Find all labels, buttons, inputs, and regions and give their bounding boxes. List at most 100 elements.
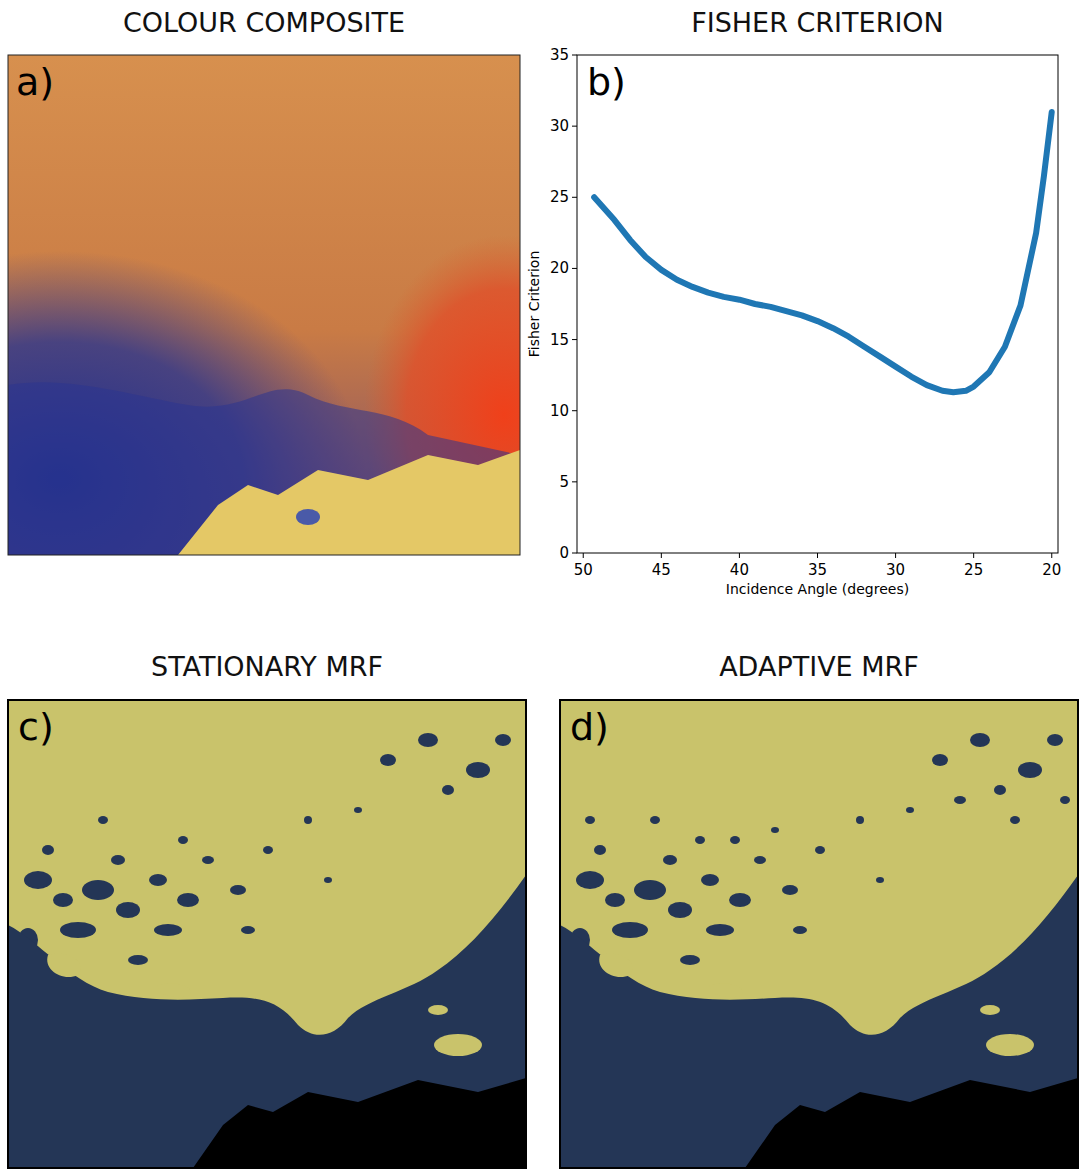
water-patch — [495, 734, 511, 746]
water-patch — [970, 733, 990, 747]
water-patch — [230, 885, 246, 895]
water-patch — [612, 922, 648, 938]
x-tick — [1051, 553, 1052, 558]
water-patch — [650, 816, 660, 824]
y-tick — [572, 126, 577, 127]
y-axis-title: Fisher Criterion — [526, 251, 542, 358]
y-tick — [572, 339, 577, 340]
y-tick — [572, 268, 577, 269]
axes: 0510152025303550454035302520Incidence An… — [526, 46, 1061, 597]
panel-title: STATIONARY MRF — [151, 651, 383, 682]
open-water — [8, 382, 520, 555]
fisher-curve — [594, 112, 1052, 392]
x-tick — [895, 553, 896, 558]
colour-composite-image: a) — [8, 55, 520, 555]
land-mask — [193, 1078, 526, 1168]
panel-title: COLOUR COMPOSITE — [123, 7, 405, 38]
water-patch — [701, 874, 719, 886]
x-tick — [739, 553, 740, 558]
classification-map: d) — [558, 700, 1078, 1168]
land-mask — [745, 1078, 1078, 1168]
x-tick — [973, 553, 974, 558]
water-patch — [116, 902, 140, 918]
water-class — [8, 875, 526, 1168]
water-patch — [82, 880, 114, 900]
water-class — [560, 875, 1078, 1168]
water-patch — [663, 855, 677, 865]
y-tick-label: 5 — [559, 473, 569, 491]
ice-class — [560, 700, 1078, 1168]
ice-floe — [599, 954, 742, 997]
water-patch — [304, 816, 312, 824]
water-patch — [354, 807, 362, 813]
x-tick-label: 25 — [964, 561, 983, 579]
water-patch — [730, 836, 740, 844]
y-tick-label: 0 — [559, 544, 569, 562]
water-patch — [466, 762, 490, 778]
water-patch — [42, 845, 54, 855]
y-tick — [572, 481, 577, 482]
panel-label: c) — [18, 705, 54, 749]
water-patch — [177, 893, 199, 907]
x-tick-label: 45 — [652, 561, 671, 579]
map-frame — [560, 700, 1078, 1168]
y-tick-label: 15 — [550, 331, 569, 349]
water-patch — [954, 796, 966, 804]
water-patch — [576, 871, 604, 889]
water-patch — [380, 754, 396, 766]
water-patch — [605, 893, 625, 907]
water-patch — [856, 816, 864, 824]
figure: COLOUR COMPOSITE a) FISHER CRITERION 0 5 10 15… — [0, 0, 1090, 1175]
plot-frame — [577, 55, 1058, 553]
water-patch — [154, 924, 182, 936]
water-patch — [442, 785, 454, 795]
water-patch — [60, 922, 96, 938]
plot-area — [594, 112, 1052, 392]
y-tick — [572, 197, 577, 198]
y-tick-label: 35 — [550, 46, 569, 64]
y-tick-label: 10 — [550, 402, 569, 420]
water-patch — [263, 846, 273, 854]
water-patch — [1060, 796, 1070, 804]
water-patch — [98, 816, 108, 824]
lake — [296, 509, 320, 525]
water-patch — [585, 816, 595, 824]
water-patch — [128, 955, 148, 965]
ice-floe — [986, 1034, 1034, 1056]
water-patch — [1018, 762, 1042, 778]
map-frame — [8, 700, 526, 1168]
x-tick-label: 40 — [730, 561, 749, 579]
water-patch — [111, 855, 125, 865]
water-patch — [706, 924, 734, 936]
classification-map: c) — [6, 700, 526, 1168]
water-patch — [1010, 816, 1020, 824]
water-patch — [994, 785, 1006, 795]
x-tick — [661, 553, 662, 558]
ice-floe — [434, 1034, 482, 1056]
water-patch — [782, 885, 798, 895]
water-patch — [754, 856, 766, 864]
chart-title: FISHER CRITERION — [691, 7, 944, 38]
image-frame — [8, 55, 520, 555]
x-tick — [583, 553, 584, 558]
water-patch — [202, 856, 214, 864]
y-tick — [572, 410, 577, 411]
water-patch — [324, 877, 332, 883]
water-patch — [695, 836, 705, 844]
water-patch — [594, 845, 606, 855]
y-tick-label: 25 — [550, 188, 569, 206]
water-patch — [932, 754, 948, 766]
panel-title: ADAPTIVE MRF — [719, 651, 919, 682]
water-patch — [680, 955, 700, 965]
water-patch — [815, 846, 825, 854]
water-patch — [771, 827, 779, 833]
ice-floe — [980, 1005, 1000, 1015]
panel-label: a) — [16, 60, 54, 104]
x-tick-label: 35 — [808, 561, 827, 579]
water-patch — [906, 807, 914, 813]
x-tick-label: 50 — [574, 561, 593, 579]
water-patch — [418, 733, 438, 747]
water-patch — [178, 836, 188, 844]
x-tick-label: 20 — [1042, 561, 1061, 579]
ice-class — [8, 700, 526, 1168]
